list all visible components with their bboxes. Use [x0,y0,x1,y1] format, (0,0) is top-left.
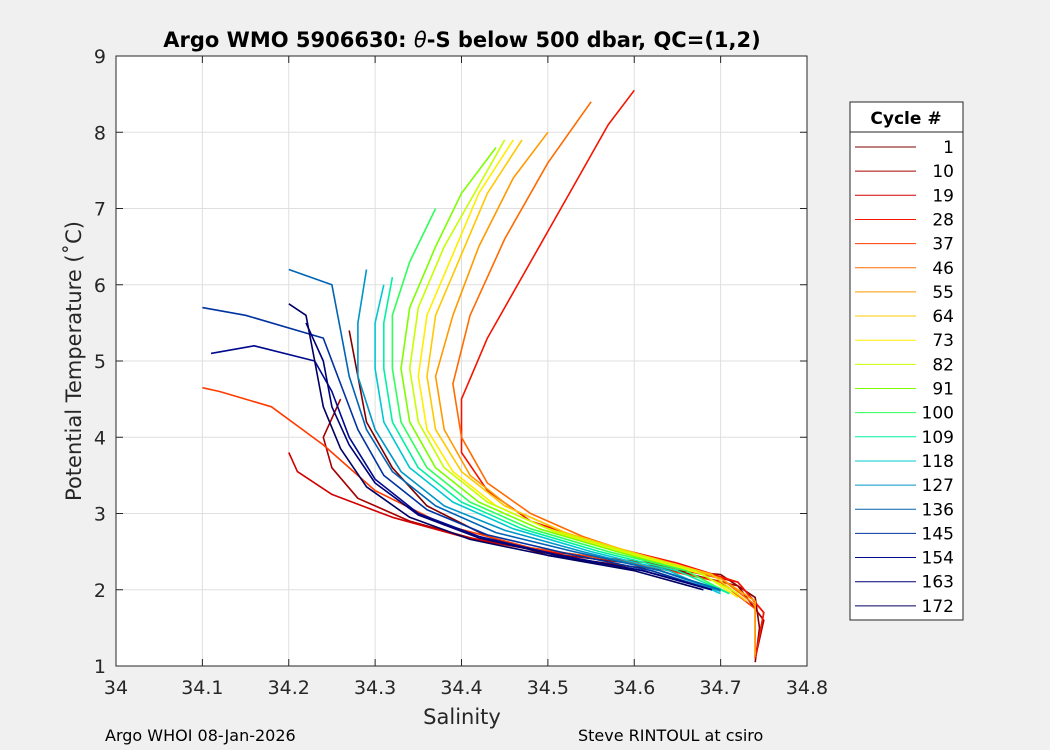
series-line-cycle-127 [357,269,721,593]
x-tick-label: 34.8 [786,677,828,699]
footer-left: Argo WHOI 08-Jan-2026 [105,726,296,745]
y-tick-label: 7 [94,199,106,221]
series-line-cycle-172 [288,303,704,591]
series-line-cycle-100 [391,208,730,595]
y-tick-label: 4 [94,427,106,449]
legend-label: 73 [932,331,954,351]
series-line-cycle-118 [374,284,721,595]
legend-label: 136 [922,500,954,520]
x-tick-label: 34.7 [699,677,741,699]
series-line-cycle-28 [460,89,765,659]
legend-items: 1 10 19 28 37 46 55 64 73 82 91 100 109 118 127 136 145 1… [855,138,954,617]
legend-label: 154 [922,549,954,569]
y-axis-label: Potential Temperature (˚C) [62,221,86,501]
x-tick-label: 34.2 [268,677,310,699]
legend-label: 37 [932,235,954,255]
legend-label: 145 [922,524,954,544]
y-axis: 1 2 3 4 5 6 7 8 9 [94,46,807,678]
series-line-cycle-145 [202,306,713,591]
legend-label: 82 [932,355,954,375]
series-line-cycle-109 [382,276,730,595]
legend-label: 127 [922,476,954,496]
legend-label: 91 [932,380,954,400]
y-tick-label: 9 [94,46,106,68]
y-tick-label: 3 [94,504,106,526]
x-axis-label: Salinity [423,705,501,729]
legend-label: 28 [932,210,954,230]
legend: Cycle # 1 10 19 28 37 46 55 64 73 82 91 100 109 118 12… [849,101,964,621]
y-tick-label: 5 [94,351,106,373]
series-line-cycle-163 [305,322,713,591]
y-tick-label: 8 [94,122,106,144]
y-tick-label: 1 [94,656,106,678]
y-tick-label: 2 [94,580,106,602]
legend-label: 10 [932,162,954,182]
legend-label: 64 [932,307,954,327]
series-layer [202,89,765,663]
x-tick-label: 34.5 [527,677,569,699]
footer-right: Steve RINTOUL at csiro [578,726,763,745]
y-tick-label: 6 [94,275,106,297]
x-tick-label: 34.3 [354,677,396,699]
legend-label: 118 [922,452,954,472]
series-line-cycle-82 [408,139,739,595]
x-axis: 34 34.1 34.2 34.3 34.4 34.5 34.6 34.7 34.8 [104,56,828,699]
x-tick-label: 34.1 [181,677,223,699]
legend-title: Cycle # [870,109,941,129]
chart-title: Argo WMO 5906630: θ-S below 500 dbar, QC… [163,28,760,52]
legend-label: 19 [932,186,954,206]
x-tick-label: 34.4 [440,677,482,699]
legend-label: 55 [932,283,954,303]
x-tick-label: 34 [104,677,128,699]
legend-label: 46 [932,259,954,279]
series-line-cycle-55 [434,131,757,655]
legend-label: 100 [922,404,954,424]
series-line-cycle-91 [400,147,730,595]
legend-label: 163 [922,573,954,593]
legend-label: 109 [922,428,954,448]
series-line-cycle-136 [288,268,721,591]
series-line-cycle-73 [417,139,739,599]
x-tick-label: 34.6 [613,677,655,699]
legend-label: 172 [922,597,954,617]
series-line-cycle-64 [426,139,747,602]
legend-label: 1 [943,138,954,158]
